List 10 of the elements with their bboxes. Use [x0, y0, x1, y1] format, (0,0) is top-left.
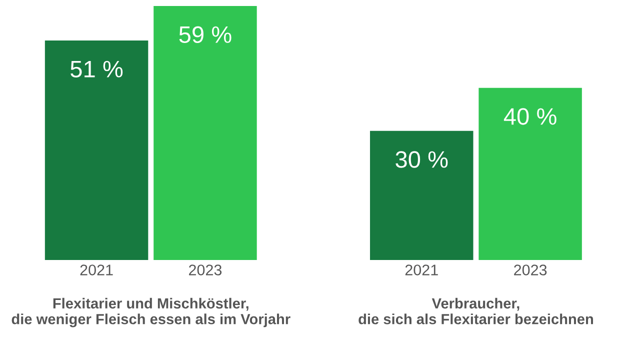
data-label: 30 %	[396, 151, 448, 168]
x-tick-label: 2023	[189, 264, 222, 276]
x-axis-title: Flexitarier und Mischköstler, die weniger Fleisch essen als im Vorjahr	[12, 298, 290, 328]
data-label: 51 %	[70, 60, 123, 78]
data-label: 40 %	[504, 108, 556, 125]
data-label: 59 %	[179, 26, 232, 44]
x-tick-label: 2023	[514, 264, 547, 276]
x-tick-label: 2021	[405, 264, 438, 276]
x-tick-label: 2021	[80, 264, 113, 276]
x-axis-title: Verbraucher, die sich als Flexitarier bezeichnen	[358, 298, 593, 324]
